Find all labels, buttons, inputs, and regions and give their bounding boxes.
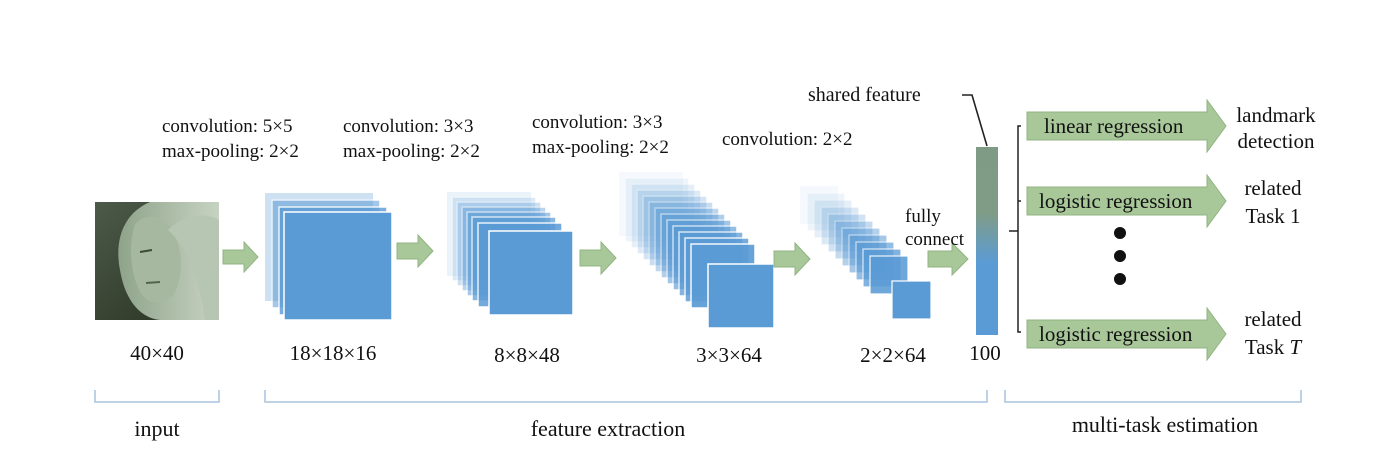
- layer3-dim-label: 3×3×64: [696, 343, 762, 367]
- shared-feature-leader-line: [962, 94, 988, 147]
- layer2-op-pool: max-pooling: 2×2: [343, 141, 480, 162]
- task-arrows: [1026, 98, 1227, 362]
- input-section-label: input: [134, 416, 179, 441]
- feature-extraction-bracket: [264, 390, 988, 403]
- arrow-input-to-layer1: [222, 240, 259, 274]
- feature-map: [800, 186, 838, 224]
- arrow-layer3-to-layer4: [773, 241, 811, 277]
- arrow-layer1-to-layer2: [396, 233, 434, 269]
- fully-connect-label-line1: fully: [905, 206, 941, 227]
- task3-output-var: T: [1289, 335, 1302, 359]
- task-arrow-logistic-T: [1026, 306, 1227, 362]
- layer1-op-pool: max-pooling: 2×2: [162, 141, 299, 162]
- layer-stack-3: [619, 172, 775, 329]
- layer-stack-2: [447, 192, 574, 316]
- task1-output-line2: detection: [1238, 129, 1315, 153]
- feature-map: [891, 280, 932, 320]
- flow-arrows: [222, 233, 969, 277]
- arrow-fully-connect: [927, 241, 969, 277]
- task-arrow-linear: [1026, 98, 1227, 154]
- task3-method-label: logistic regression: [1039, 322, 1193, 346]
- task2-output-line2: Task 1: [1245, 204, 1300, 228]
- task-arrow-logistic-1: [1026, 173, 1227, 229]
- task1-method-label: linear regression: [1044, 114, 1184, 138]
- multi-task-brace: [1009, 125, 1021, 333]
- feature-map: [707, 263, 775, 329]
- input-size-label: 40×40: [130, 341, 184, 365]
- fully-connect-label-line2: connect: [905, 229, 965, 250]
- input-bracket: [94, 390, 220, 403]
- shared-feature-vector: [976, 147, 998, 335]
- layer4-op-conv: convolution: 2×2: [722, 129, 853, 150]
- shared-feature-label: shared feature: [808, 84, 921, 106]
- layer-stack-4: [800, 186, 932, 320]
- task3-output-line2: Task T: [1245, 335, 1303, 359]
- task2-output-line1: related: [1244, 176, 1302, 200]
- shared-feature-size-label: 100: [969, 341, 1001, 365]
- multi-task-bracket: [1004, 390, 1302, 403]
- feature-map: [813, 199, 853, 239]
- task3-output-line1: related: [1244, 307, 1302, 331]
- feature-extraction-section-label: feature extraction: [531, 416, 686, 441]
- input-face-image: [95, 202, 219, 320]
- layer1-dim-label: 18×18×16: [290, 341, 377, 365]
- layer3-op-conv: convolution: 3×3: [532, 112, 663, 133]
- task2-method-label: logistic regression: [1039, 189, 1193, 213]
- arrow-layer2-to-layer3: [579, 240, 617, 276]
- task3-output-prefix: Task: [1245, 335, 1290, 359]
- layer4-dim-label: 2×2×64: [860, 343, 926, 367]
- layer1-op-conv: convolution: 5×5: [162, 116, 293, 137]
- ellipsis-dots: [1114, 227, 1126, 285]
- layer3-op-pool: max-pooling: 2×2: [532, 137, 669, 158]
- layer-stack-1: [265, 193, 393, 321]
- section-brackets: [94, 390, 1302, 403]
- task1-output-line1: landmark: [1236, 103, 1316, 127]
- feature-map: [283, 211, 393, 321]
- layer2-dim-label: 8×8×48: [494, 343, 560, 367]
- multi-task-section-label: multi-task estimation: [1072, 412, 1258, 437]
- layer2-op-conv: convolution: 3×3: [343, 116, 474, 137]
- feature-map: [488, 230, 574, 316]
- feature-map: [806, 192, 846, 232]
